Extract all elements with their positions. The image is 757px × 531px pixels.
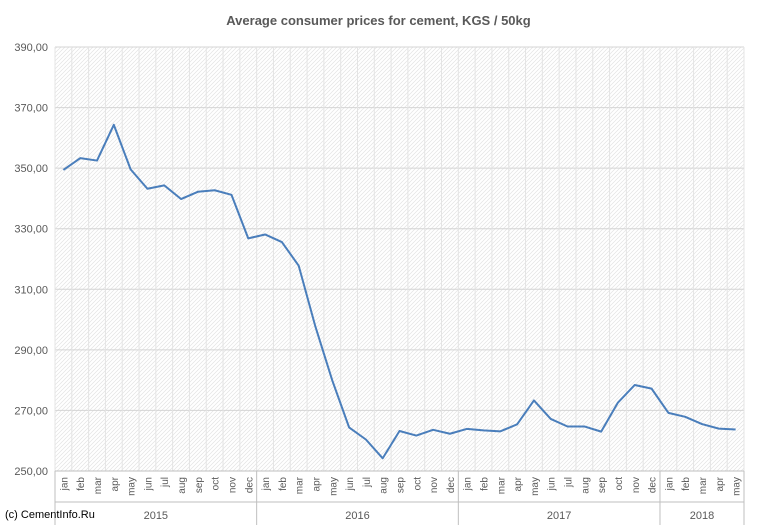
x-tick-label: nov: [429, 477, 440, 493]
x-tick-label: sep: [194, 477, 205, 494]
x-tick-label: nov: [227, 477, 238, 493]
x-tick-label: oct: [412, 477, 423, 491]
x-tick-label: jul: [160, 477, 171, 488]
y-tick-label: 390,00: [14, 42, 48, 54]
x-tick-label: apr: [513, 476, 524, 491]
x-tick-label: apr: [715, 476, 726, 491]
x-tick-label: dec: [244, 477, 255, 493]
y-tick-label: 250,00: [14, 466, 48, 478]
x-tick-label: feb: [278, 477, 289, 491]
x-tick-label: jun: [345, 477, 356, 491]
chart-title: Average consumer prices for cement, KGS …: [226, 13, 531, 28]
year-label: 2017: [547, 510, 571, 522]
x-tick-label: may: [328, 477, 339, 496]
x-tick-label: may: [127, 477, 138, 496]
x-tick-label: jul: [564, 477, 575, 488]
x-tick-label: mar: [698, 476, 709, 494]
series-line: [62, 123, 736, 460]
x-tick-label: sep: [396, 477, 407, 494]
x-tick-label: nov: [631, 477, 642, 493]
x-tick-label: apr: [110, 476, 121, 491]
x-tick-label: mar: [496, 476, 507, 494]
x-tick-label: oct: [614, 477, 625, 491]
x-axis: jan feb mar apr may jun jul aug sep oct nov dec jan f…: [54, 470, 745, 525]
x-tick-label: jan: [59, 477, 70, 491]
copyright-text: (c) CementInfo.Ru: [5, 509, 95, 521]
x-tick-label: mar: [93, 476, 104, 494]
x-tick-label: aug: [379, 477, 390, 494]
x-tick-label: dec: [648, 477, 659, 493]
x-tick-label: jan: [261, 477, 272, 491]
series-layer: [62, 123, 736, 460]
y-tick-label: 270,00: [14, 405, 48, 417]
y-tick-label: 290,00: [14, 345, 48, 357]
x-tick-label: jul: [362, 477, 373, 488]
x-tick-label: aug: [177, 477, 188, 494]
x-tick-label: apr: [311, 476, 322, 491]
x-tick-label: jan: [463, 477, 474, 491]
x-tick-label: mar: [295, 476, 306, 494]
x-tick-label: feb: [76, 477, 87, 491]
y-tick-label: 330,00: [14, 224, 48, 236]
x-tick-label: may: [530, 477, 541, 496]
y-tick-label: 370,00: [14, 103, 48, 115]
x-tick-label: aug: [580, 477, 591, 494]
x-tick-label: jun: [547, 477, 558, 491]
plot-background: [55, 47, 744, 471]
x-tick-label: jan: [664, 477, 675, 491]
x-tick-label: feb: [480, 477, 491, 491]
year-label: 2015: [144, 510, 168, 522]
year-label: 2018: [690, 510, 714, 522]
x-tick-label: may: [732, 477, 743, 496]
y-tick-label: 310,00: [14, 284, 48, 296]
x-tick-label: jun: [143, 477, 154, 491]
x-tick-label: dec: [446, 477, 457, 493]
x-tick-label: oct: [211, 477, 222, 491]
y-tick-label: 350,00: [14, 163, 48, 175]
year-label: 2016: [345, 510, 369, 522]
grid: [54, 46, 745, 472]
x-tick-label: sep: [597, 477, 608, 494]
y-axis: 250,00 270,00 290,00 310,00 330,00 350,00 370,…: [14, 42, 48, 478]
x-tick-label: feb: [681, 477, 692, 491]
